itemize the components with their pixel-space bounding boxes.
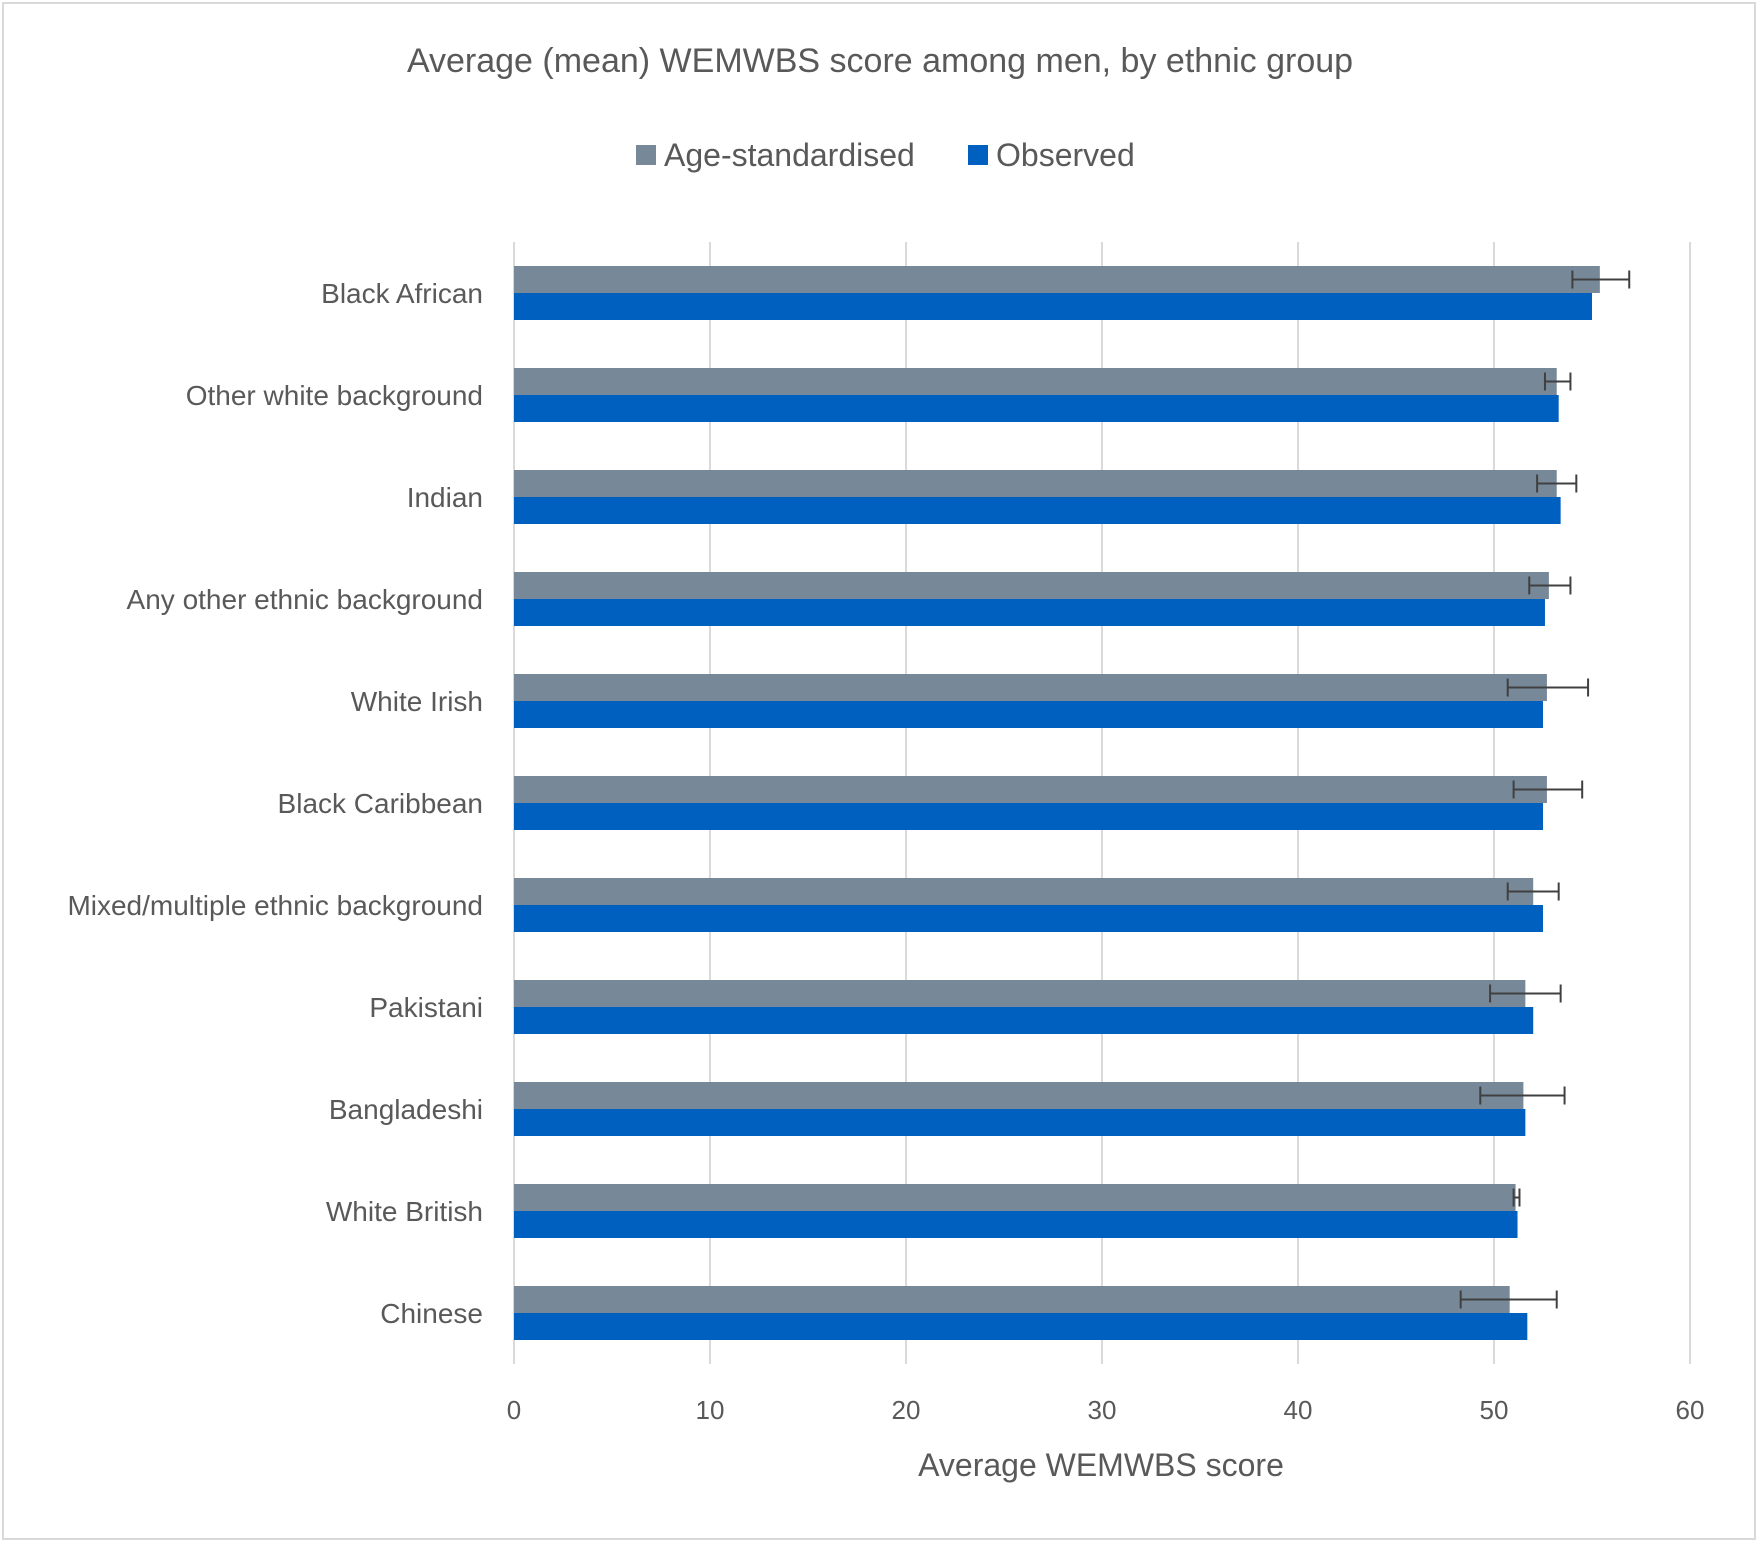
bar-observed-indian [514, 497, 1561, 524]
category-label-chinese: Chinese [380, 1298, 483, 1329]
legend: Age-standardised Observed [636, 137, 1135, 173]
bar-observed-any-other-ethnic-background [514, 599, 1545, 626]
bar-observed-white-british [514, 1211, 1518, 1238]
x-tick-label-0: 0 [507, 1395, 521, 1425]
x-tick-label-20: 20 [892, 1395, 921, 1425]
bar-observed-white-irish [514, 701, 1543, 728]
category-label-any-other-ethnic-background: Any other ethnic background [127, 584, 483, 615]
bars [514, 266, 1600, 1340]
category-labels: Black African Other white background India… [67, 278, 483, 1329]
category-label-black-african: Black African [321, 278, 483, 309]
category-label-white-british: White British [326, 1196, 483, 1227]
x-axis-title: Average WEMWBS score [918, 1447, 1284, 1483]
category-label-indian: Indian [407, 482, 483, 513]
bar-age-standardised-other-white-background [514, 368, 1557, 395]
bar-age-standardised-bangladeshi [514, 1082, 1524, 1109]
bar-age-standardised-black-african [514, 266, 1600, 293]
category-label-white-irish: White Irish [351, 686, 483, 717]
category-label-bangladeshi: Bangladeshi [329, 1094, 483, 1125]
bar-observed-bangladeshi [514, 1109, 1526, 1136]
bar-age-standardised-pakistani [514, 980, 1526, 1007]
bar-age-standardised-mixed-multiple-ethnic-background [514, 878, 1534, 905]
tick-labels: 0 10 20 30 40 50 60 [507, 1395, 1705, 1425]
bar-age-standardised-black-caribbean [514, 776, 1547, 803]
category-label-mixed-multiple-ethnic-background: Mixed/multiple ethnic background [67, 890, 483, 921]
x-tick-label-40: 40 [1284, 1395, 1313, 1425]
error-bars [1459, 270, 1631, 1309]
bar-observed-chinese [514, 1313, 1528, 1340]
x-tick-label-60: 60 [1676, 1395, 1705, 1425]
legend-label-age-standardised: Age-standardised [664, 137, 915, 173]
x-tick-label-30: 30 [1088, 1395, 1117, 1425]
legend-label-observed: Observed [996, 137, 1135, 173]
chart-title: Average (mean) WEMWBS score among men, b… [407, 42, 1353, 80]
legend-swatch-observed [968, 145, 988, 165]
bar-observed-black-african [514, 293, 1592, 320]
category-label-black-caribbean: Black Caribbean [278, 788, 483, 819]
bar-age-standardised-chinese [514, 1286, 1510, 1313]
bar-observed-other-white-background [514, 395, 1559, 422]
bar-age-standardised-white-irish [514, 674, 1547, 701]
bar-age-standardised-white-british [514, 1184, 1516, 1211]
bar-observed-mixed-multiple-ethnic-background [514, 905, 1543, 932]
bar-observed-black-caribbean [514, 803, 1543, 830]
legend-swatch-age-standardised [636, 145, 656, 165]
bar-age-standardised-indian [514, 470, 1557, 497]
x-tick-label-10: 10 [696, 1395, 725, 1425]
category-label-other-white-background: Other white background [186, 380, 483, 411]
x-tick-label-50: 50 [1480, 1395, 1509, 1425]
bar-observed-pakistani [514, 1007, 1534, 1034]
category-label-pakistani: Pakistani [369, 992, 483, 1023]
bar-age-standardised-any-other-ethnic-background [514, 572, 1549, 599]
